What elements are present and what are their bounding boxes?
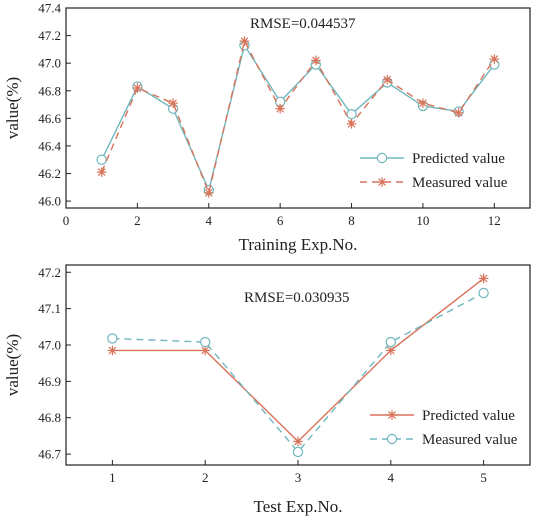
x-tick-label: 4: [388, 470, 395, 485]
series-line: [101, 43, 495, 193]
rmse-annotation: RMSE=0.030935: [244, 290, 350, 306]
y-tick-label: 47.0: [38, 338, 61, 353]
x-tick-label: 2: [134, 213, 141, 228]
series-2: [107, 287, 489, 458]
data-point: [96, 167, 107, 177]
data-point: [346, 109, 357, 120]
data-point: [168, 98, 178, 108]
chart-panel-2: [65, 264, 531, 466]
data-point: [382, 74, 393, 85]
x-axis-label: Training Exp.No.: [239, 235, 358, 254]
y-tick-label: 47.2: [38, 28, 61, 43]
legend-label: Measured value: [412, 175, 508, 191]
data-point: [199, 336, 211, 348]
y-axis-label: value(%): [3, 334, 22, 396]
x-tick-label: 8: [348, 213, 355, 228]
plot-frame: [65, 7, 531, 209]
y-tick-label: 47.1: [38, 301, 61, 316]
data-point: [385, 336, 396, 348]
y-tick-label: 46.7: [38, 447, 61, 462]
data-point: [311, 55, 321, 66]
x-tick-label: 2: [202, 470, 209, 485]
y-tick-label: 47.2: [38, 265, 61, 280]
x-tick-label: 5: [480, 470, 487, 485]
x-tick-label: 0: [63, 213, 70, 228]
data-point: [418, 98, 428, 108]
data-point: [239, 36, 250, 46]
data-point: [453, 108, 464, 118]
x-tick-label: 6: [277, 213, 284, 228]
data-point: [275, 103, 285, 114]
y-tick-label: 46.6: [38, 111, 61, 126]
x-tick-label: 1: [109, 470, 116, 485]
data-point: [132, 83, 143, 93]
y-tick-label: 46.4: [38, 138, 61, 153]
y-tick-label: 46.8: [38, 410, 61, 425]
data-point: [478, 287, 489, 299]
legend: [370, 410, 414, 445]
data-point: [478, 273, 489, 284]
data-point: [292, 446, 304, 458]
legend-marker: [377, 177, 387, 187]
x-tick-label: 3: [295, 470, 302, 485]
legend-marker: [386, 433, 398, 445]
y-tick-label: 47.4: [38, 1, 61, 16]
rmse-annotation: RMSE=0.044537: [250, 16, 356, 32]
legend: [360, 152, 404, 187]
y-tick-label: 47.0: [38, 56, 61, 71]
series-line: [112, 292, 484, 453]
series-1: [96, 40, 500, 196]
y-tick-label: 46.0: [38, 194, 61, 209]
data-point: [107, 345, 118, 356]
data-point: [96, 154, 107, 165]
legend-marker: [387, 410, 397, 420]
data-point: [203, 188, 214, 198]
x-tick-label: 10: [416, 213, 429, 228]
data-point: [107, 333, 118, 344]
series-2: [96, 36, 500, 198]
y-tick-label: 46.9: [38, 374, 61, 389]
data-point: [293, 436, 303, 447]
data-point: [489, 54, 500, 64]
series-1: [107, 273, 489, 447]
y-tick-label: 46.8: [38, 83, 61, 98]
x-tick-label: 4: [206, 213, 213, 228]
y-tick-label: 46.2: [38, 166, 61, 181]
data-point: [200, 345, 210, 356]
y-axis-label: value(%): [3, 77, 22, 139]
chart-panel-1: [65, 7, 531, 209]
data-point: [346, 119, 357, 129]
series-line: [101, 39, 495, 196]
x-axis-label: Test Exp.No.: [254, 497, 343, 516]
legend-label: Predicted value: [412, 151, 505, 167]
legend-label: Measured value: [422, 432, 518, 448]
x-tick-label: 12: [488, 213, 501, 228]
legend-marker: [376, 152, 388, 164]
legend-label: Predicted value: [422, 408, 515, 424]
